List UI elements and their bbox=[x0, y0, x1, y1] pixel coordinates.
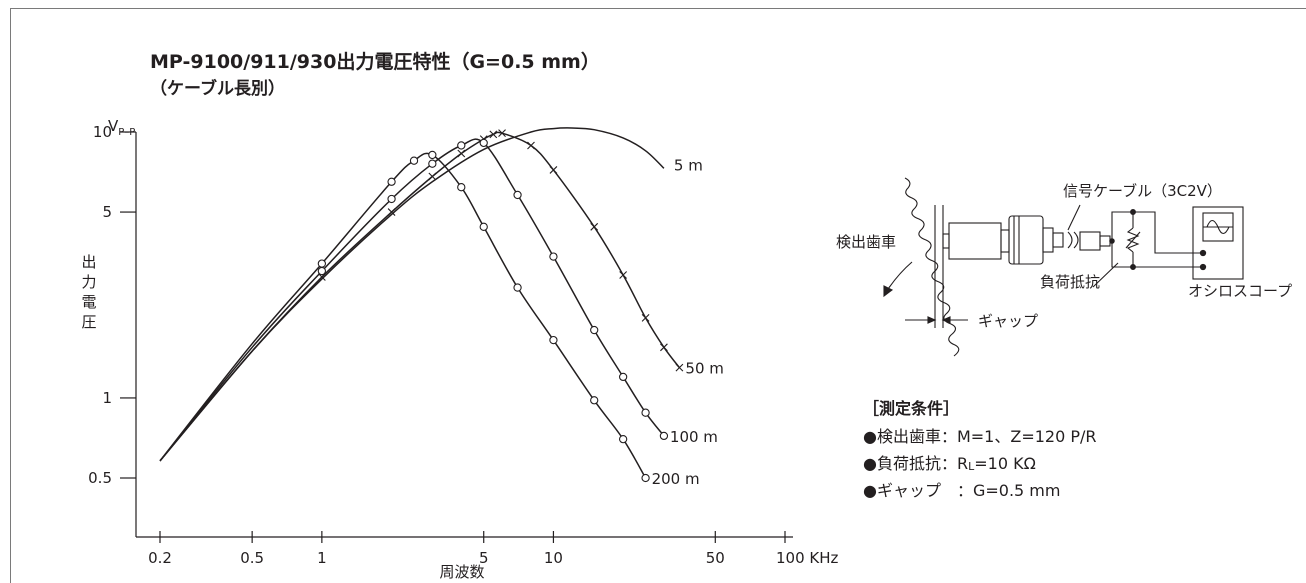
data-point-100m bbox=[457, 141, 466, 150]
x-tick-label: 0.2 bbox=[148, 549, 172, 567]
label-load-resistor: 負荷抵抗 bbox=[1040, 273, 1100, 291]
data-point-50m bbox=[619, 271, 628, 279]
data-point-100m bbox=[317, 266, 327, 276]
data-point-50m bbox=[489, 130, 498, 139]
data-point-200m bbox=[513, 283, 522, 292]
condition-item-resistor: ●負荷抵抗：RL=10 KΩ bbox=[863, 454, 1036, 473]
data-point-200m bbox=[457, 183, 466, 192]
data-point-100m bbox=[659, 431, 669, 441]
x-tick-label: 10 bbox=[544, 549, 563, 567]
y-tick-label: 0.5 bbox=[88, 469, 112, 487]
figure-frame bbox=[10, 8, 1306, 583]
data-point-200m bbox=[618, 434, 628, 444]
x-tick-label: 5 bbox=[479, 549, 489, 567]
data-point-50m bbox=[527, 141, 535, 150]
data-point-200m bbox=[428, 150, 437, 160]
label-detector-gear: 検出歯車 bbox=[836, 233, 896, 251]
series-line-5m bbox=[159, 127, 665, 462]
chart-subtitle: （ケーブル長別） bbox=[150, 78, 285, 99]
y-unit-label: VP–P bbox=[108, 117, 135, 138]
x-tick-label: 100 KHz bbox=[776, 549, 839, 567]
data-point-100m bbox=[428, 159, 437, 168]
condition-item-gear: ●検出歯車：M=1、Z=120 P/R bbox=[863, 427, 1097, 446]
x-axis-title: 周波数 bbox=[439, 563, 484, 581]
series-group: 5 m 50 m 100 m 200 m bbox=[159, 127, 724, 488]
y-unit-main: V bbox=[108, 117, 119, 135]
data-point-50m bbox=[660, 343, 668, 352]
y-tick-label: 10 bbox=[93, 123, 112, 141]
resistor-icon bbox=[1126, 227, 1140, 253]
series-label-200m: 200 m bbox=[652, 470, 700, 488]
oscilloscope-icon bbox=[1192, 206, 1244, 280]
data-point-100m bbox=[479, 138, 488, 148]
condition-resistor-main: ●負荷抵抗：R bbox=[863, 454, 968, 473]
y-ticks: 10 5 1 0.5 bbox=[88, 123, 136, 487]
label-oscilloscope: オシロスコープ bbox=[1188, 282, 1292, 300]
data-point-200m bbox=[549, 335, 558, 345]
y-axis-title: 出力電圧 bbox=[81, 253, 96, 331]
label-signal-cable: 信号ケーブル（3C2V） bbox=[1063, 182, 1222, 200]
x-ticks: 0.2 0.5 1 5 10 50 100 KHz bbox=[148, 531, 839, 567]
series-label-100m: 100 m bbox=[670, 428, 718, 446]
sensor-tip-icon bbox=[942, 233, 950, 249]
data-point-50m bbox=[428, 172, 437, 181]
series-line-100m bbox=[159, 138, 665, 462]
measurement-diagram bbox=[883, 177, 1244, 357]
y-tick-label: 5 bbox=[102, 203, 112, 221]
series-line-200m bbox=[159, 152, 647, 479]
data-point-200m bbox=[641, 473, 650, 483]
data-point-100m bbox=[641, 408, 650, 417]
data-point-200m bbox=[409, 156, 419, 165]
y-tick-label: 1 bbox=[102, 389, 112, 407]
data-point-50m bbox=[498, 129, 506, 138]
x-tick-label: 1 bbox=[317, 549, 327, 567]
data-point-50m bbox=[387, 208, 396, 216]
chart-title: MP-9100/911/930出力電圧特性（G=0.5 mm） bbox=[150, 50, 600, 73]
x-tick-label: 0.5 bbox=[240, 549, 264, 567]
data-point-100m bbox=[618, 372, 628, 382]
y-axis-title-char: 出 bbox=[81, 253, 96, 271]
y-axis-title-char: 力 bbox=[81, 273, 96, 291]
data-point-50m bbox=[549, 166, 558, 174]
detector-gear-icon bbox=[904, 177, 960, 357]
data-point-50m bbox=[457, 149, 466, 158]
condition-resistor-value: =10 KΩ bbox=[974, 454, 1036, 473]
rotation-arrow-icon bbox=[885, 261, 913, 293]
x-tick-label: 50 bbox=[706, 549, 725, 567]
y-axis-title-char: 電 bbox=[81, 293, 96, 311]
label-gap: ギャップ bbox=[978, 312, 1038, 330]
data-point-50m bbox=[590, 222, 599, 231]
series-label-5m: 5 m bbox=[674, 156, 703, 174]
condition-item-gap: ●ギャップ ：G=0.5 mm bbox=[863, 481, 1060, 500]
sensor-body-icon bbox=[948, 222, 1002, 260]
data-point-200m bbox=[479, 222, 488, 231]
data-point-50m bbox=[675, 363, 684, 372]
series-label-50m: 50 m bbox=[685, 360, 723, 378]
data-point-100m bbox=[590, 325, 599, 335]
data-point-200m bbox=[317, 259, 327, 268]
y-axis-title-char: 圧 bbox=[81, 313, 96, 331]
data-point-200m bbox=[387, 177, 396, 186]
series-line-50m bbox=[159, 131, 680, 462]
data-point-100m bbox=[549, 252, 558, 261]
data-point-50m bbox=[641, 313, 650, 322]
data-point-100m bbox=[387, 194, 396, 204]
conditions-heading: ［測定条件］ bbox=[863, 399, 959, 418]
data-point-100m bbox=[513, 190, 522, 200]
data-point-200m bbox=[590, 396, 599, 405]
condition-resistor-sub: L bbox=[968, 460, 975, 473]
